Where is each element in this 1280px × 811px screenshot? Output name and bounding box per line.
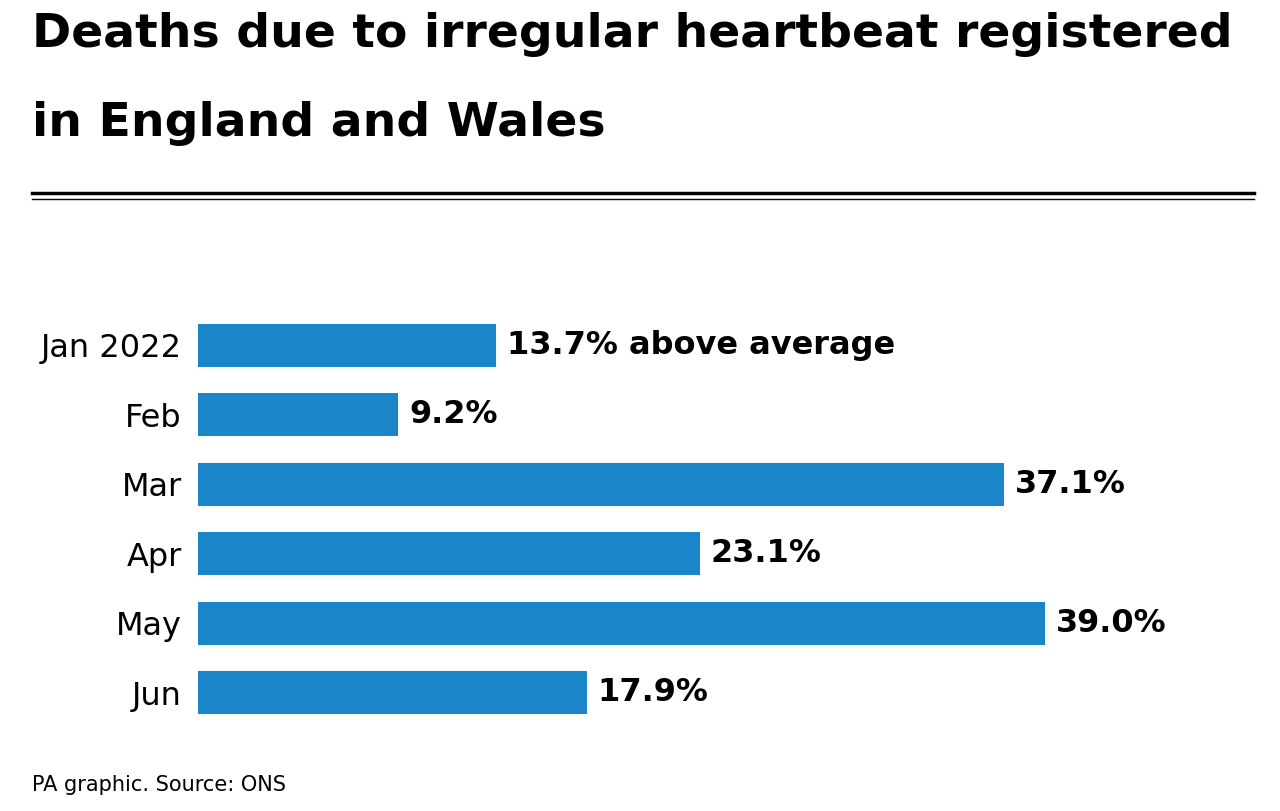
Text: 39.0%: 39.0% (1056, 607, 1166, 639)
Text: in England and Wales: in England and Wales (32, 101, 605, 146)
Text: 37.1%: 37.1% (1015, 469, 1125, 500)
Text: Deaths due to irregular heartbeat registered: Deaths due to irregular heartbeat regist… (32, 12, 1233, 57)
Text: PA graphic. Source: ONS: PA graphic. Source: ONS (32, 775, 285, 795)
Text: 23.1%: 23.1% (710, 539, 822, 569)
Text: 17.9%: 17.9% (598, 677, 709, 708)
Bar (198, 532, 700, 575)
Bar (198, 463, 1004, 506)
Bar (198, 393, 398, 436)
Text: 13.7% above average: 13.7% above average (507, 330, 895, 361)
Bar (198, 672, 588, 714)
Bar (198, 324, 495, 367)
Text: 9.2%: 9.2% (408, 399, 498, 431)
Bar (198, 602, 1044, 645)
